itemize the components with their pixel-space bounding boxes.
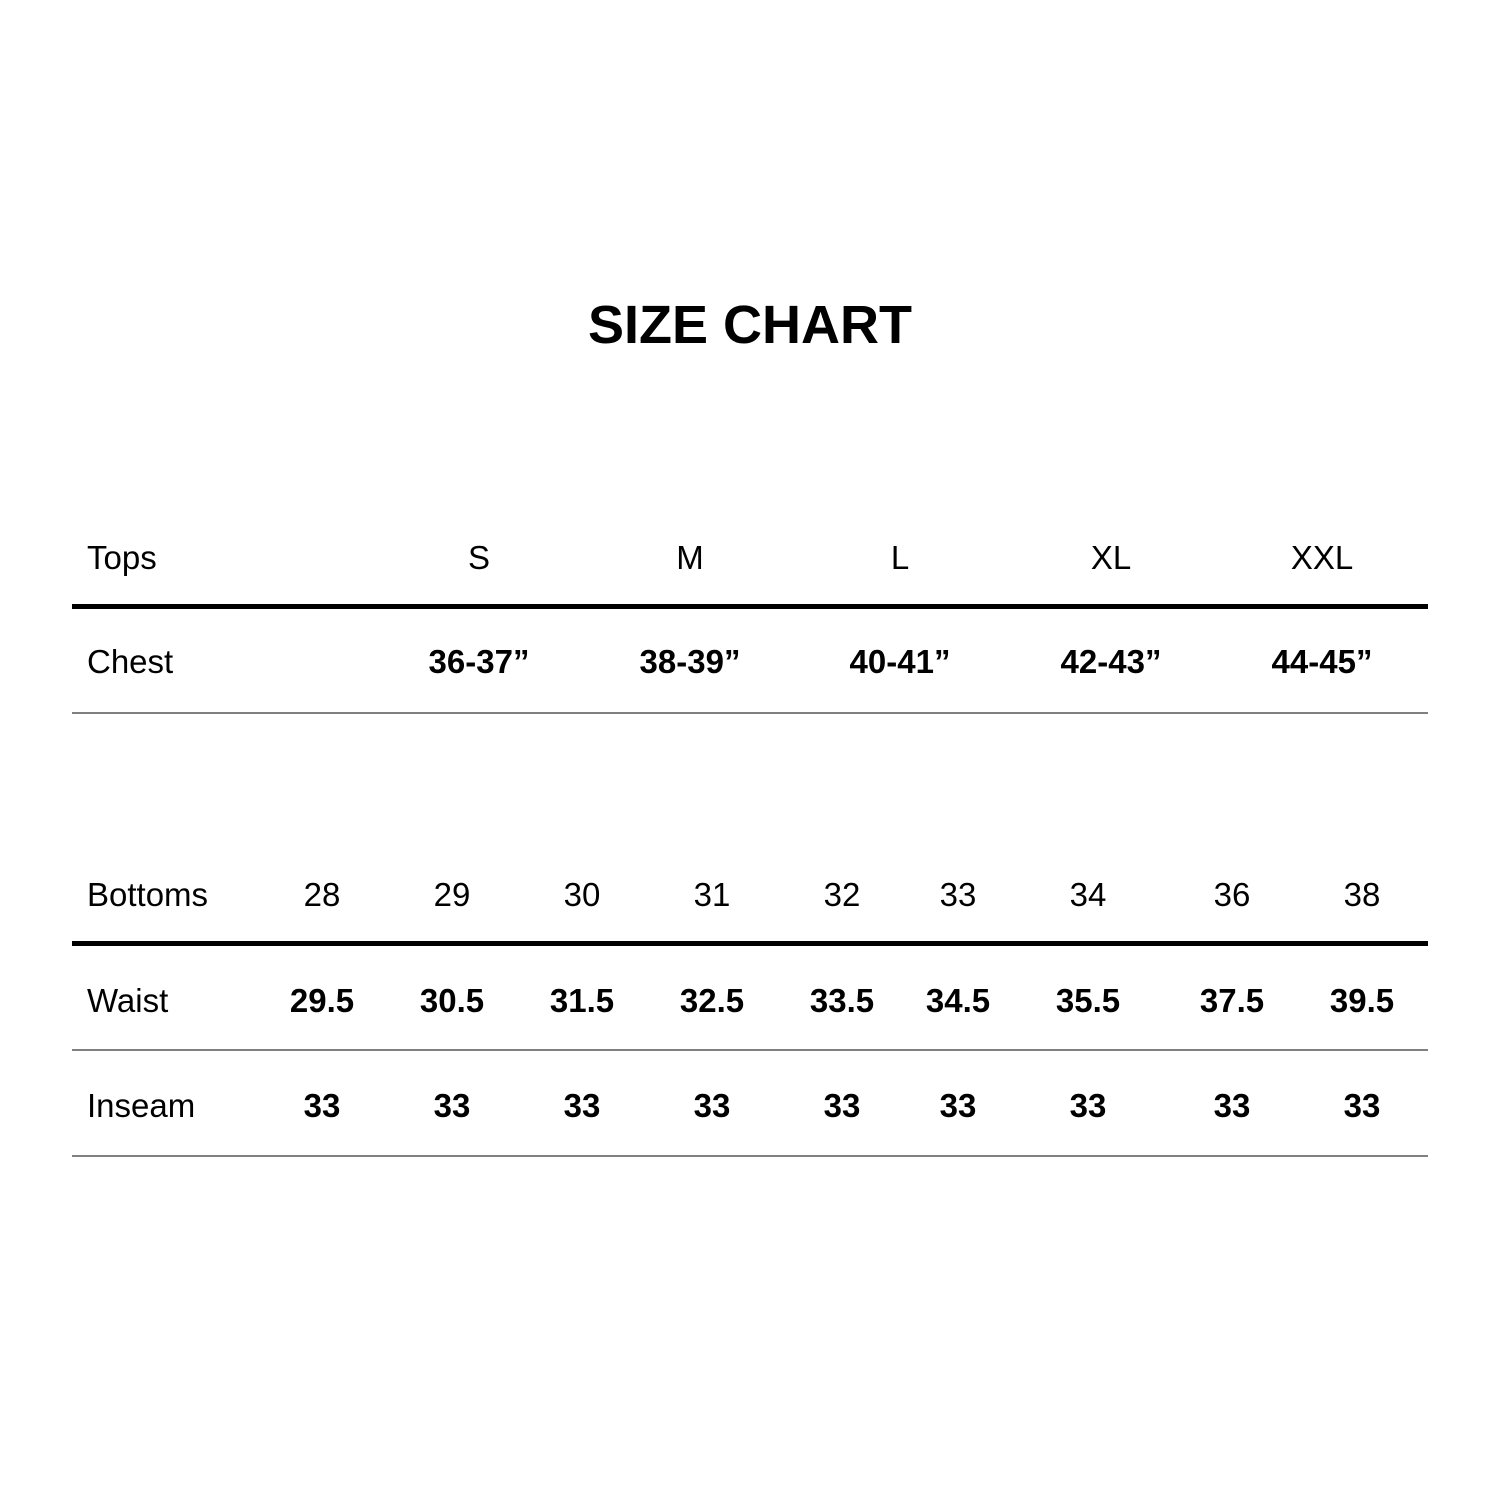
bottoms-cell: 29.5 (289, 982, 355, 1019)
bottoms-row-divider (72, 1049, 1428, 1051)
bottoms-cell: 37.5 (1199, 982, 1265, 1019)
tops-size-header: L (890, 539, 910, 576)
tops-size-header: S (467, 539, 491, 576)
bottoms-cell: 33 (433, 1087, 471, 1124)
bottoms-cell: 33 (1343, 1087, 1381, 1124)
bottoms-cell: 39.5 (1329, 982, 1395, 1019)
tops-cell: 44-45” (1271, 643, 1373, 680)
tops-row-label-chest: Chest (87, 643, 174, 680)
tops-header-divider (72, 604, 1428, 609)
bottoms-size-header: 36 (1213, 876, 1251, 913)
bottoms-header-divider (72, 941, 1428, 946)
bottoms-size-header: 31 (693, 876, 731, 913)
bottoms-size-header: 29 (433, 876, 471, 913)
bottoms-cell: 31.5 (549, 982, 615, 1019)
bottoms-size-header: 34 (1069, 876, 1107, 913)
bottoms-row-divider (72, 1155, 1428, 1157)
bottoms-cell: 35.5 (1055, 982, 1121, 1019)
bottoms-row-label-waist: Waist (87, 982, 169, 1019)
page-title: SIZE CHART (588, 295, 912, 355)
tops-cell: 38-39” (639, 643, 741, 680)
bottoms-header-label: Bottoms (87, 876, 209, 913)
bottoms-cell: 33.5 (809, 982, 875, 1019)
bottoms-cell: 30.5 (419, 982, 485, 1019)
bottoms-cell: 33 (823, 1087, 861, 1124)
tops-header-label: Tops (87, 539, 157, 576)
bottoms-size-header: 28 (303, 876, 341, 913)
bottoms-cell: 33 (939, 1087, 977, 1124)
tops-size-header: XXL (1290, 539, 1354, 576)
bottoms-size-header: 38 (1343, 876, 1381, 913)
bottoms-cell: 34.5 (925, 982, 991, 1019)
tops-size-header: XL (1090, 539, 1132, 576)
bottoms-cell: 33 (303, 1087, 341, 1124)
tops-cell: 42-43” (1060, 643, 1162, 680)
tops-cell: 36-37” (428, 643, 530, 680)
bottoms-cell: 33 (563, 1087, 601, 1124)
bottoms-cell: 33 (693, 1087, 731, 1124)
tops-size-header: M (676, 539, 704, 576)
bottoms-size-header: 30 (563, 876, 601, 913)
bottoms-size-header: 33 (939, 876, 977, 913)
bottoms-cell: 33 (1213, 1087, 1251, 1124)
tops-row-divider (72, 712, 1428, 714)
bottoms-cell: 32.5 (679, 982, 745, 1019)
bottoms-size-header: 32 (823, 876, 861, 913)
bottoms-row-label-inseam: Inseam (87, 1087, 196, 1124)
bottoms-cell: 33 (1069, 1087, 1107, 1124)
tops-cell: 40-41” (849, 643, 951, 680)
